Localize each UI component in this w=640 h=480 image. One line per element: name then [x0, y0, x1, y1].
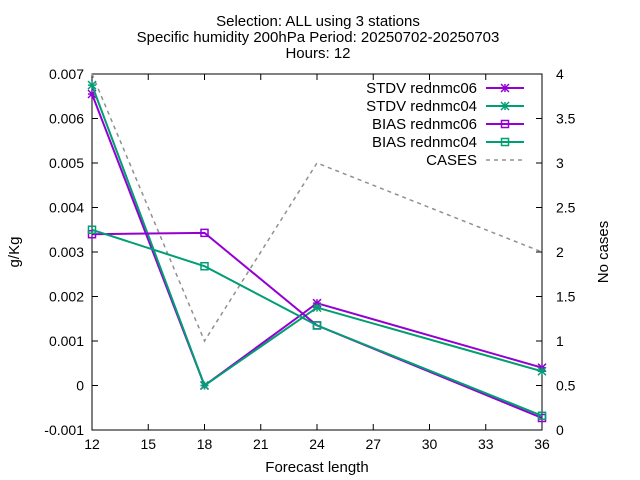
data-point	[500, 83, 510, 93]
data-point	[87, 80, 97, 90]
y-tick-label: 0.007	[49, 66, 84, 82]
data-point	[500, 119, 510, 129]
legend-label: BIAS rednmc06	[372, 116, 477, 133]
series-cases	[91, 73, 543, 343]
x-tick-label: 15	[140, 436, 156, 452]
x-tick-label: 36	[534, 436, 550, 452]
y2-axis-label: No cases	[595, 221, 612, 284]
y-tick-label: 0	[76, 378, 84, 394]
legend-label: STDV rednmc04	[366, 98, 477, 115]
legend-item: STDV rednmc06	[366, 80, 524, 97]
x-tick-label: 33	[478, 436, 494, 452]
series-line	[91, 84, 543, 388]
x-tick-label: 27	[365, 436, 381, 452]
series-layer	[87, 73, 547, 423]
y-axis-label: g/Kg	[6, 237, 23, 268]
series-stdv-rednmc06	[87, 89, 547, 391]
y2-tick-label: 2	[556, 244, 564, 260]
legend-label: STDV rednmc06	[366, 80, 477, 97]
y2-tick-label: 3	[556, 155, 564, 171]
data-point	[537, 366, 547, 376]
x-tick-label: 12	[84, 436, 100, 452]
y2-tick-label: 0	[556, 422, 564, 438]
y2-tick-label: 1	[556, 333, 564, 349]
series-bias-rednmc04	[87, 225, 547, 421]
legend-item: STDV rednmc04	[366, 98, 524, 115]
data-point	[87, 225, 97, 234]
y2-tick-label: 3.5	[556, 111, 576, 127]
legend-label: BIAS rednmc04	[372, 134, 477, 151]
data-point	[500, 137, 510, 147]
series-stdv-rednmc04	[87, 80, 547, 391]
data-point	[312, 303, 322, 313]
y2-tick-label: 4	[556, 66, 564, 82]
y-tick-label: 0.005	[49, 155, 84, 171]
y2-tick-label: 1.5	[556, 289, 576, 305]
x-axis-label: Forecast length	[265, 459, 368, 476]
y-tick-label: 0.003	[49, 244, 84, 260]
legend-item: CASES	[426, 152, 524, 169]
y-tick-label: 0.002	[49, 289, 84, 305]
data-point	[500, 101, 510, 111]
legend-label: CASES	[426, 152, 477, 169]
series-line	[91, 231, 543, 419]
data-point	[537, 411, 547, 421]
y-tick-label: -0.001	[44, 422, 84, 438]
series-line	[91, 93, 543, 388]
chart-title-line: Selection: ALL using 3 stations	[216, 13, 420, 30]
chart-title-line: Specific humidity 200hPa Period: 2025070…	[137, 29, 500, 46]
y-tick-label: 0.006	[49, 111, 84, 127]
series-line	[91, 73, 543, 343]
y-tick-label: 0.001	[49, 333, 84, 349]
x-tick-label: 24	[309, 436, 325, 452]
y-tick-label: 0.004	[49, 200, 84, 216]
chart-title: Selection: ALL using 3 stationsSpecific …	[137, 13, 500, 62]
plot-axes: 12 15 18 21 24 27 30 33 36-0.00100.0010.0020.003…	[44, 66, 575, 452]
data-point	[199, 380, 210, 391]
y2-tick-label: 0.5	[556, 378, 576, 394]
chart-title-line: Hours: 12	[285, 45, 350, 62]
x-tick-label: 21	[253, 436, 269, 452]
series-line	[91, 228, 543, 417]
legend-item: BIAS rednmc06	[372, 116, 524, 133]
x-tick-label: 18	[197, 436, 213, 452]
data-point	[200, 261, 209, 271]
data-point	[312, 321, 322, 330]
y2-tick-label: 2.5	[556, 200, 576, 216]
legend-item: BIAS rednmc04	[372, 134, 524, 151]
x-tick-label: 30	[422, 436, 438, 452]
data-point	[200, 228, 209, 238]
